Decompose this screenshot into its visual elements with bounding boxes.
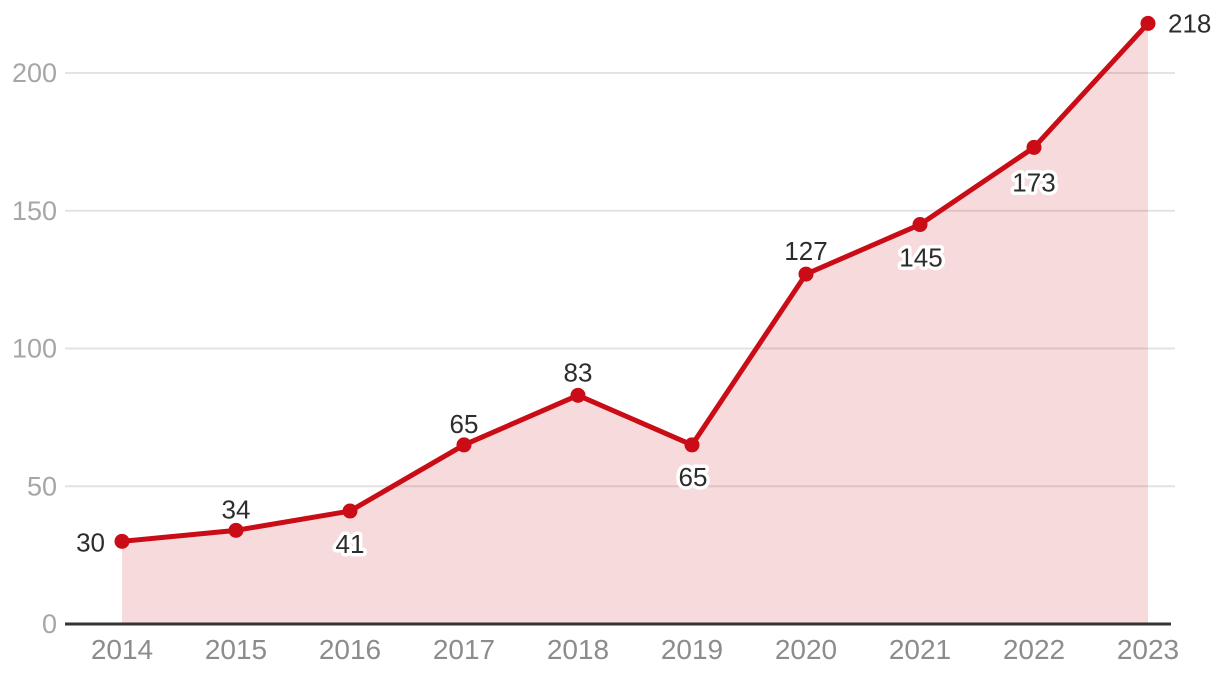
data-label: 41 — [336, 529, 365, 559]
data-label: 127 — [784, 236, 827, 266]
data-label: 173 — [1012, 167, 1055, 197]
data-point — [684, 437, 700, 453]
x-tick-label: 2022 — [1003, 634, 1065, 665]
data-point — [912, 217, 928, 233]
data-point — [228, 522, 244, 538]
x-tick-label: 2020 — [775, 634, 837, 665]
data-label: 218 — [1168, 8, 1211, 38]
x-tick-label: 2021 — [889, 634, 951, 665]
line-series — [119, 20, 1151, 544]
y-tick-label: 200 — [12, 58, 57, 88]
y-tick-label: 150 — [12, 196, 57, 226]
y-tick-label: 100 — [12, 334, 57, 364]
x-tick-label: 2017 — [433, 634, 495, 665]
x-tick-label: 2019 — [661, 634, 723, 665]
x-tick-label: 2018 — [547, 634, 609, 665]
x-tick-label: 2016 — [319, 634, 381, 665]
data-point — [570, 387, 586, 403]
data-point — [798, 266, 814, 282]
data-point — [342, 503, 358, 519]
area-fill — [122, 23, 1148, 623]
y-tick-label: 0 — [42, 609, 57, 639]
x-tick-label: 2023 — [1117, 634, 1179, 665]
data-label: 65 — [450, 409, 479, 439]
data-label: 30 — [76, 527, 105, 557]
data-label: 83 — [564, 357, 593, 387]
data-point — [1140, 15, 1156, 31]
x-tick-label: 2014 — [91, 634, 153, 665]
data-point — [114, 533, 130, 549]
data-label: 145 — [899, 243, 942, 273]
data-label: 34 — [222, 494, 251, 524]
y-tick-label: 50 — [27, 471, 57, 501]
data-point — [1026, 139, 1042, 155]
data-point — [456, 437, 472, 453]
data-label: 65 — [679, 462, 708, 492]
x-tick-label: 2015 — [205, 634, 267, 665]
